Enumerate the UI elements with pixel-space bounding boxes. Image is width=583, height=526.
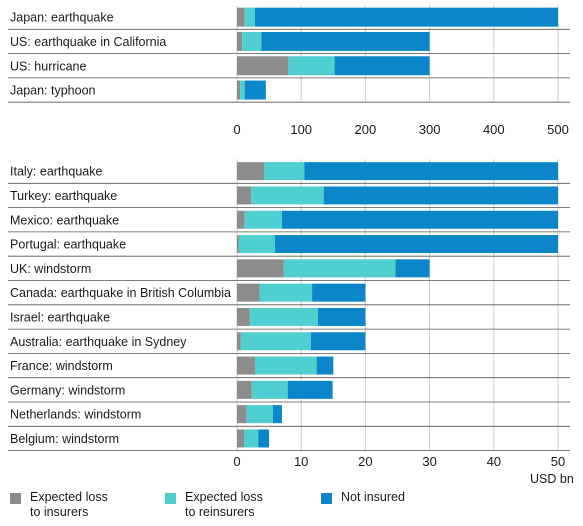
category-label-japan-typhoon: Japan: typhoon — [10, 84, 96, 98]
x-tick-label-0-0: 0 — [233, 122, 240, 137]
category-label-italy-earthquake: Italy: earthquake — [10, 165, 102, 179]
bar-mexico-earthquake-not-insured — [281, 210, 558, 229]
bar-portugal-earthquake-not-insured — [274, 235, 558, 254]
legend-item-not-insured: Not insured — [321, 490, 405, 505]
category-label-portugal-earthquake: Portugal: earthquake — [10, 238, 126, 252]
x-axis-unit-label: USD bn — [530, 472, 574, 486]
bar-canada-earthquake-in-british-columbia-not-insured — [312, 283, 366, 302]
legend-item-insurers: Expected loss to insurers — [10, 490, 108, 520]
bar-israel-earthquake-not-insured — [317, 307, 366, 326]
legend: Expected loss to insurers Expected loss … — [10, 490, 580, 524]
bar-belgium-windstorm-expected-loss-to-reinsurers — [244, 429, 259, 448]
category-label-mexico-earthquake: Mexico: earthquake — [10, 213, 119, 227]
bar-france-windstorm-expected-loss-to-reinsurers — [254, 356, 317, 375]
bar-israel-earthquake-expected-loss-to-insurers — [237, 307, 250, 326]
bar-turkey-earthquake-expected-loss-to-insurers — [237, 186, 252, 205]
bar-japan-typhoon-not-insured — [244, 80, 266, 100]
bar-mexico-earthquake-expected-loss-to-reinsurers — [244, 210, 282, 229]
x-tick-label-0-3: 300 — [419, 122, 441, 137]
legend-label-not-insured: Not insured — [341, 490, 405, 504]
category-label-israel-earthquake: Israel: earthquake — [10, 310, 110, 324]
category-label-germany-windstorm: Germany: windstorm — [10, 383, 125, 397]
x-tick-label-1-0: 0 — [233, 454, 240, 469]
bar-japan-typhoon-expected-loss-to-insurers — [237, 80, 241, 100]
x-tick-label-0-1: 100 — [290, 122, 312, 137]
bar-belgium-windstorm-not-insured — [258, 429, 270, 448]
bar-australia-earthquake-in-sydney-expected-loss-to-insurers — [237, 332, 241, 351]
legend-item-reinsurers: Expected loss to reinsurers — [165, 490, 263, 520]
x-tick-label-1-1: 10 — [294, 454, 308, 469]
category-label-us-hurricane: US: hurricane — [10, 59, 86, 73]
category-label-france-windstorm: France: windstorm — [10, 359, 113, 373]
category-label-canada-earthquake-in-british-columbia: Canada: earthquake in British Columbia — [10, 286, 231, 300]
bar-italy-earthquake-not-insured — [304, 162, 558, 181]
x-tick-label-1-5: 50 — [551, 454, 565, 469]
bar-netherlands-windstorm-not-insured — [272, 405, 282, 424]
category-label-belgium-windstorm: Belgium: windstorm — [10, 432, 119, 446]
bar-canada-earthquake-in-british-columbia-expected-loss-to-insurers — [237, 283, 260, 302]
bar-australia-earthquake-in-sydney-expected-loss-to-reinsurers — [240, 332, 311, 351]
bar-uk-windstorm-expected-loss-to-reinsurers — [283, 259, 396, 278]
bar-australia-earthquake-in-sydney-not-insured — [310, 332, 366, 351]
bar-japan-typhoon-expected-loss-to-reinsurers — [240, 80, 245, 100]
bar-mexico-earthquake-expected-loss-to-insurers — [237, 210, 245, 229]
bar-france-windstorm-not-insured — [316, 356, 334, 375]
bar-japan-earthquake-expected-loss-to-reinsurers — [244, 7, 255, 27]
category-label-turkey-earthquake: Turkey: earthquake — [10, 189, 117, 203]
bar-germany-windstorm-expected-loss-to-reinsurers — [251, 380, 288, 399]
bar-us-hurricane-expected-loss-to-reinsurers — [288, 56, 335, 76]
x-tick-label-1-3: 30 — [422, 454, 436, 469]
legend-label-reinsurers: Expected loss to reinsurers — [185, 490, 263, 519]
bar-us-hurricane-expected-loss-to-insurers — [237, 56, 289, 76]
bar-italy-earthquake-expected-loss-to-reinsurers — [263, 162, 305, 181]
bar-israel-earthquake-expected-loss-to-reinsurers — [249, 307, 318, 326]
bar-belgium-windstorm-expected-loss-to-insurers — [237, 429, 245, 448]
legend-swatch-reinsurers — [165, 493, 176, 504]
bar-us-hurricane-not-insured — [334, 56, 430, 76]
bar-us-earthquake-in-california-expected-loss-to-insurers — [237, 31, 243, 51]
x-tick-label-0-2: 200 — [355, 122, 377, 137]
bar-germany-windstorm-not-insured — [287, 380, 333, 399]
bar-france-windstorm-expected-loss-to-insurers — [237, 356, 255, 375]
x-tick-label-0-4: 400 — [483, 122, 505, 137]
bar-turkey-earthquake-expected-loss-to-reinsurers — [251, 186, 324, 205]
x-tick-label-1-2: 20 — [358, 454, 372, 469]
bar-us-earthquake-in-california-expected-loss-to-reinsurers — [242, 31, 262, 51]
bar-japan-earthquake-not-insured — [254, 7, 558, 27]
bar-italy-earthquake-expected-loss-to-insurers — [237, 162, 264, 181]
legend-label-insurers: Expected loss to insurers — [30, 490, 108, 519]
bar-canada-earthquake-in-british-columbia-expected-loss-to-reinsurers — [259, 283, 313, 302]
bar-portugal-earthquake-expected-loss-to-insurers — [237, 235, 239, 254]
category-label-uk-windstorm: UK: windstorm — [10, 262, 91, 276]
bar-netherlands-windstorm-expected-loss-to-reinsurers — [246, 405, 273, 424]
x-tick-label-1-4: 40 — [487, 454, 501, 469]
bar-netherlands-windstorm-expected-loss-to-insurers — [237, 405, 247, 424]
bar-us-earthquake-in-california-not-insured — [261, 31, 430, 51]
bar-turkey-earthquake-not-insured — [323, 186, 558, 205]
category-label-australia-earthquake-in-sydney: Australia: earthquake in Sydney — [10, 335, 187, 349]
category-label-us-earthquake-in-california: US: earthquake in California — [10, 35, 166, 49]
legend-swatch-insurers — [10, 493, 21, 504]
bar-uk-windstorm-expected-loss-to-insurers — [237, 259, 284, 278]
legend-swatch-not-insured — [321, 493, 332, 504]
bar-japan-earthquake-expected-loss-to-insurers — [237, 7, 245, 27]
category-label-netherlands-windstorm: Netherlands: windstorm — [10, 408, 141, 422]
x-tick-label-0-5: 500 — [547, 122, 569, 137]
bar-portugal-earthquake-expected-loss-to-reinsurers — [238, 235, 275, 254]
bar-uk-windstorm-not-insured — [395, 259, 430, 278]
bar-germany-windstorm-expected-loss-to-insurers — [237, 380, 252, 399]
category-label-japan-earthquake: Japan: earthquake — [10, 11, 114, 25]
